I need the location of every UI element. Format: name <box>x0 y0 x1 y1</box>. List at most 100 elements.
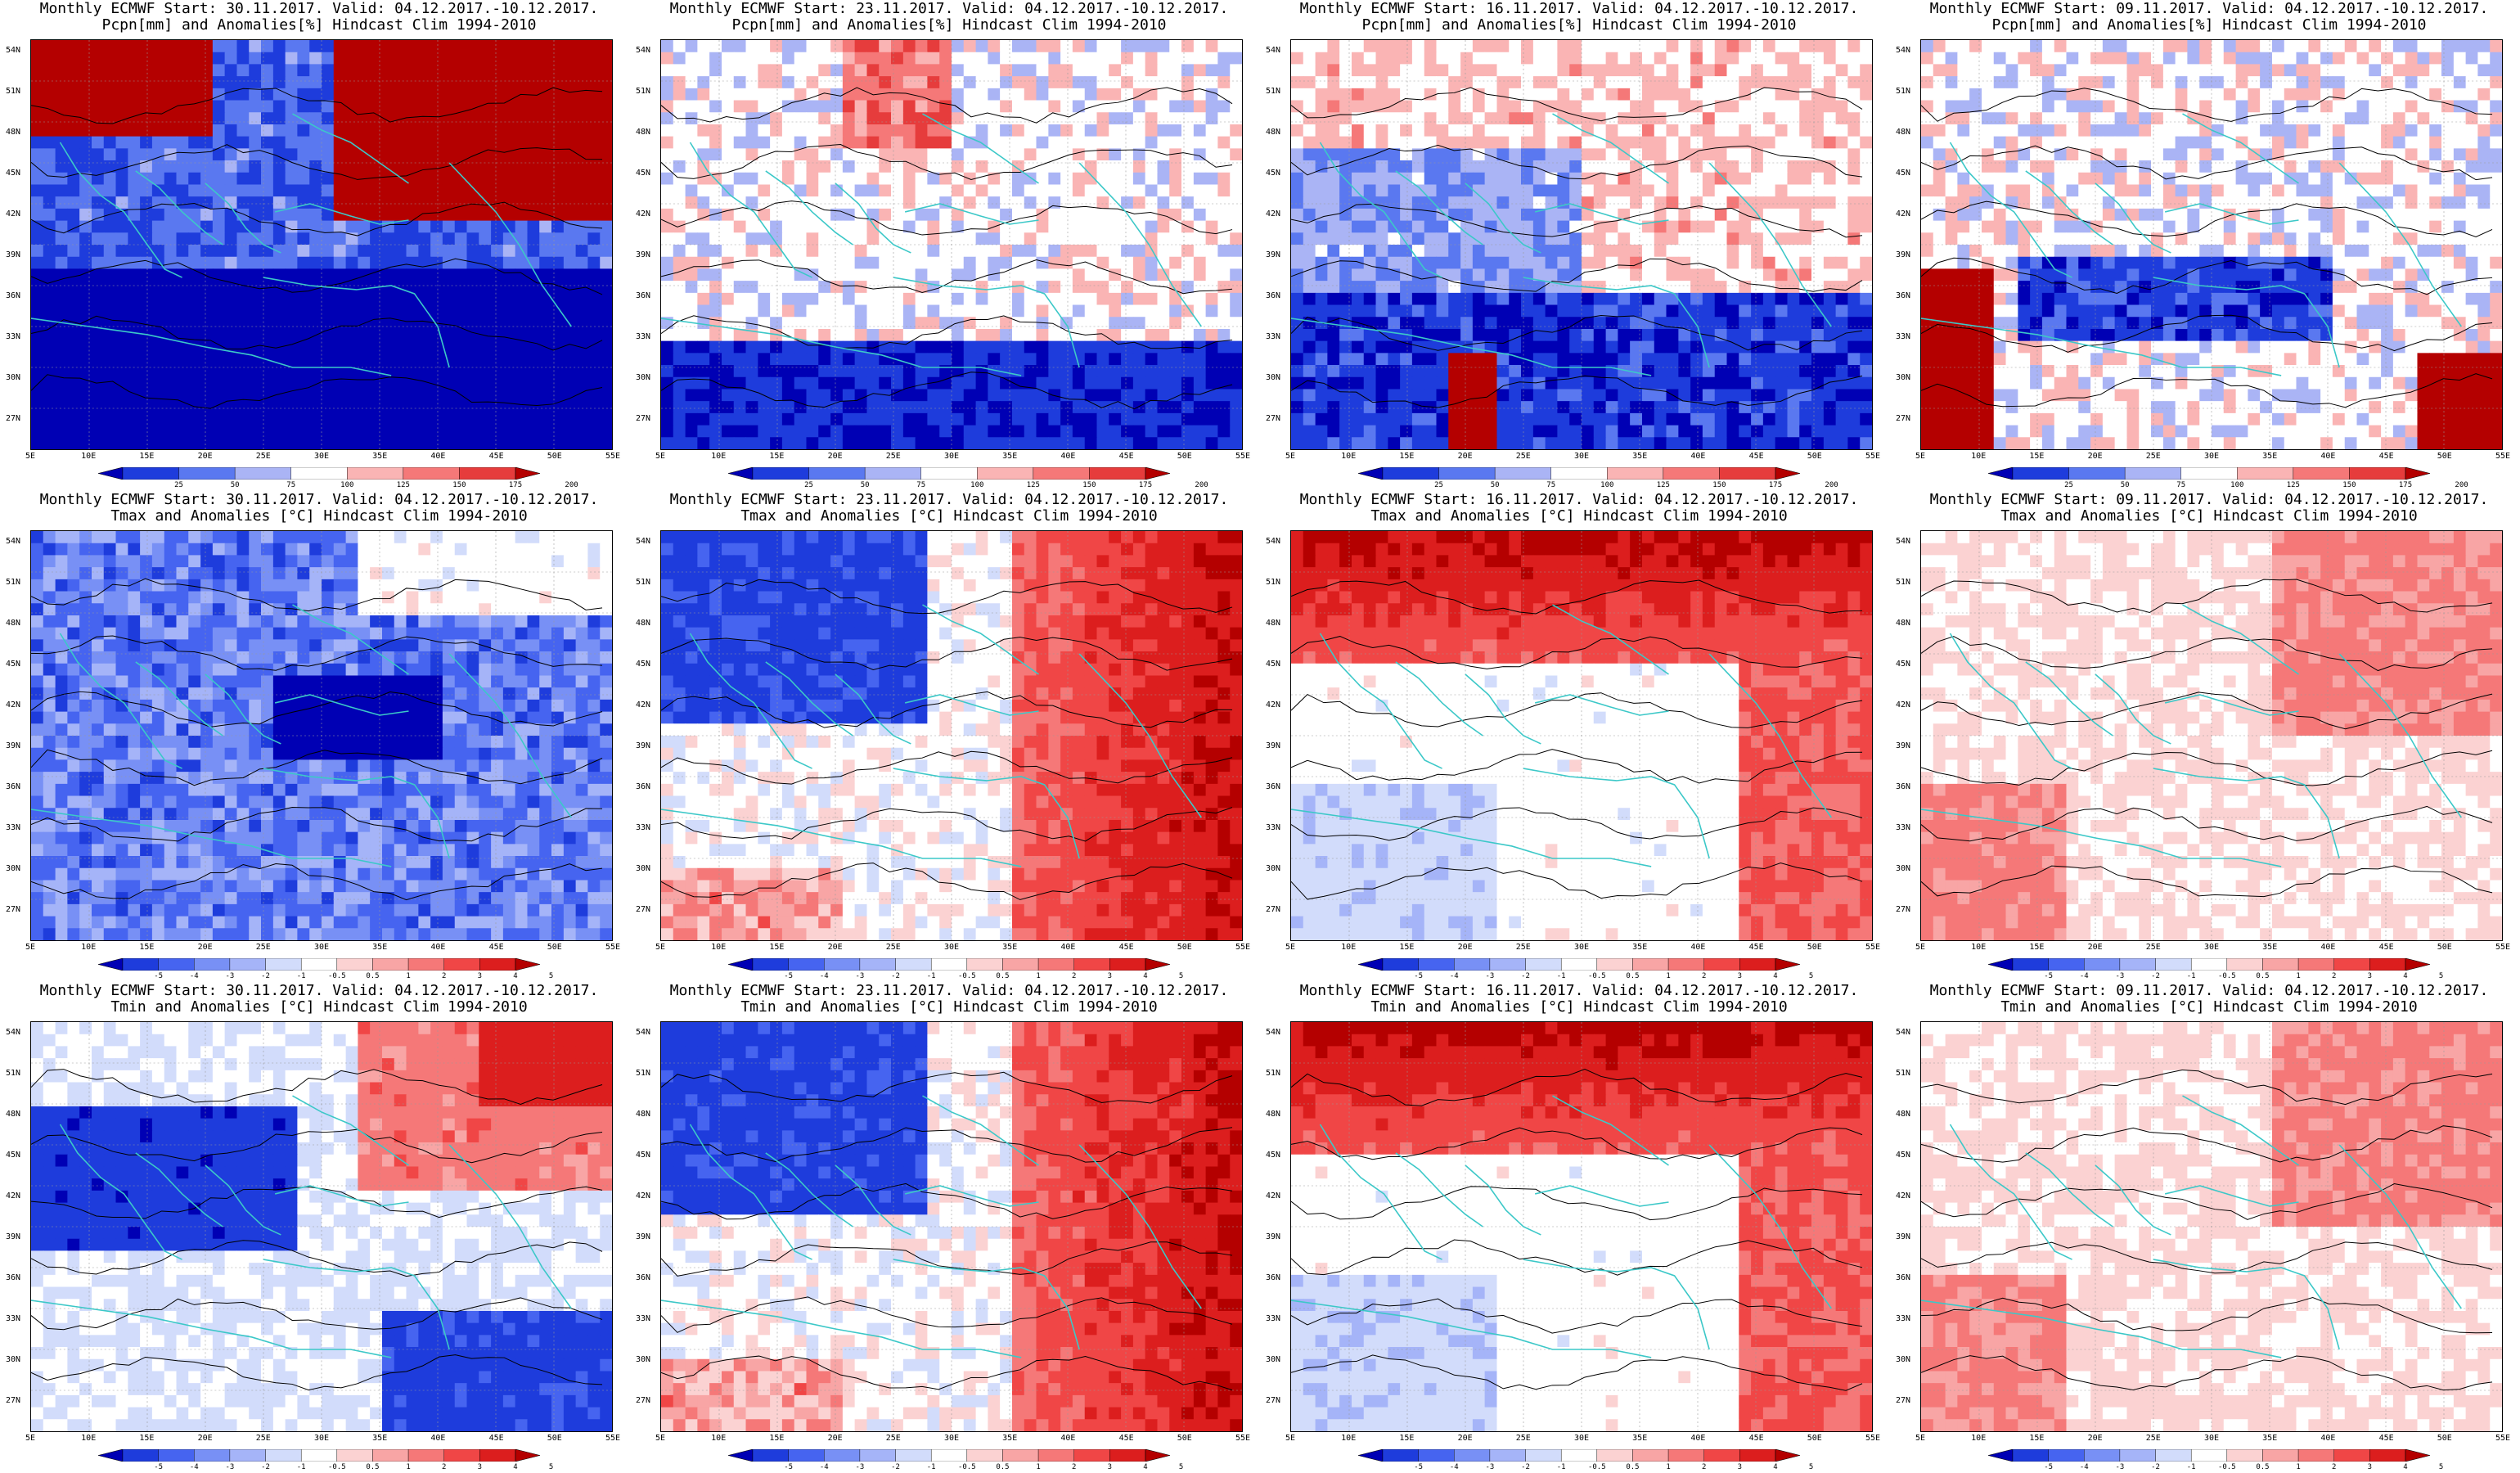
panel-title-line2: Pcpn[mm] and Anomalies[%] Hindcast Clim … <box>1264 16 1894 34</box>
anomaly-cell <box>115 76 128 89</box>
anomaly-cell <box>1690 112 1703 125</box>
anomaly-cell <box>866 220 880 233</box>
anomaly-cell <box>430 172 443 186</box>
anomaly-cell <box>1011 292 1025 306</box>
anomaly-cell <box>721 220 735 233</box>
anomaly-cell <box>67 412 80 426</box>
anomaly-cell <box>1436 304 1449 318</box>
anomaly-cell <box>1811 124 1825 137</box>
anomaly-cell <box>1472 232 1486 246</box>
anomaly-cell <box>491 317 504 330</box>
anomaly-cell <box>794 184 808 197</box>
anomaly-cell <box>406 317 419 330</box>
anomaly-cell <box>1048 365 1061 378</box>
anomaly-cell <box>1545 340 1558 354</box>
anomaly-cell <box>1157 340 1170 354</box>
anomaly-cell <box>91 148 105 161</box>
anomaly-cell <box>1169 437 1182 449</box>
anomaly-cell <box>1048 292 1061 306</box>
anomaly-cell <box>1569 64 1582 77</box>
anomaly-cell <box>1545 184 1558 197</box>
lon-tick-label: 40E <box>1690 452 1705 461</box>
anomaly-cell <box>1605 232 1618 246</box>
anomaly-cell <box>1436 317 1449 330</box>
anomaly-cell <box>563 112 577 125</box>
anomaly-cell <box>1726 328 1739 342</box>
anomaly-cell <box>394 76 407 89</box>
anomaly-cell <box>988 184 1001 197</box>
anomaly-cell <box>394 100 407 113</box>
anomaly-cell <box>1569 76 1582 89</box>
anomaly-cell <box>1217 376 1231 390</box>
anomaly-cell <box>1351 220 1365 233</box>
anomaly-cell <box>381 196 395 209</box>
anomaly-cell <box>781 148 795 161</box>
anomaly-cell <box>1036 268 1049 282</box>
anomaly-cell <box>988 64 1001 77</box>
anomaly-cell <box>709 40 722 53</box>
anomaly-cell <box>515 412 528 426</box>
anomaly-cell <box>1582 245 1595 258</box>
anomaly-cell <box>1702 148 1716 161</box>
anomaly-cell <box>770 389 783 402</box>
anomaly-cell <box>1193 328 1207 342</box>
anomaly-cell <box>963 40 977 53</box>
anomaly-cell <box>67 389 80 402</box>
anomaly-cell <box>1072 100 1086 113</box>
anomaly-cell <box>575 389 588 402</box>
coastline <box>689 142 812 278</box>
anomaly-cell <box>1545 292 1558 306</box>
anomaly-cell <box>963 412 977 426</box>
anomaly-cell <box>442 52 456 65</box>
anomaly-cell <box>842 281 856 294</box>
anomaly-cell <box>1739 136 1752 149</box>
anomaly-cell <box>1145 376 1158 390</box>
anomaly-cell <box>151 76 165 89</box>
anomaly-cell <box>781 304 795 318</box>
anomaly-cell <box>55 401 68 414</box>
anomaly-cell <box>79 160 92 173</box>
anomaly-cell <box>866 437 880 449</box>
anomaly-cell <box>1436 389 1449 402</box>
lat-tick-label: 27N <box>6 414 20 423</box>
anomaly-cell <box>345 184 358 197</box>
anomaly-cell <box>1582 76 1595 89</box>
anomaly-cell <box>358 304 371 318</box>
anomaly-cell <box>1339 52 1352 65</box>
anomaly-cell <box>1835 268 1848 282</box>
anomaly-cell <box>721 437 735 449</box>
anomaly-cell <box>575 100 588 113</box>
anomaly-cell <box>1860 232 1872 246</box>
anomaly-cell <box>128 76 141 89</box>
anomaly-cell <box>502 389 516 402</box>
anomaly-cell <box>806 304 819 318</box>
anomaly-cell <box>866 281 880 294</box>
anomaly-cell <box>1582 160 1595 173</box>
anomaly-cell <box>309 232 322 246</box>
anomaly-cell <box>1230 353 1242 366</box>
anomaly-cell <box>261 76 274 89</box>
anomaly-cell <box>394 340 407 354</box>
anomaly-cell <box>770 148 783 161</box>
anomaly-cell <box>1411 281 1425 294</box>
anomaly-cell <box>1024 425 1037 438</box>
anomaly-cell <box>794 340 808 354</box>
anomaly-cell <box>1181 160 1195 173</box>
anomaly-cell <box>1532 172 1546 186</box>
anomaly-cell <box>697 353 710 366</box>
anomaly-cell <box>442 292 456 306</box>
anomaly-cell <box>333 401 347 414</box>
anomaly-cell <box>1424 220 1438 233</box>
anomaly-cell <box>1569 40 1582 53</box>
anomaly-cell <box>1303 184 1316 197</box>
anomaly-cell <box>952 437 965 449</box>
anomaly-cell <box>673 328 686 342</box>
anomaly-cell <box>1121 196 1134 209</box>
anomaly-cell <box>272 100 286 113</box>
anomaly-cell <box>1000 256 1013 270</box>
anomaly-cell <box>1702 340 1716 354</box>
anomaly-cell <box>1618 245 1631 258</box>
anomaly-cell <box>31 88 44 101</box>
anomaly-cell <box>661 148 674 161</box>
anomaly-cell <box>67 100 80 113</box>
